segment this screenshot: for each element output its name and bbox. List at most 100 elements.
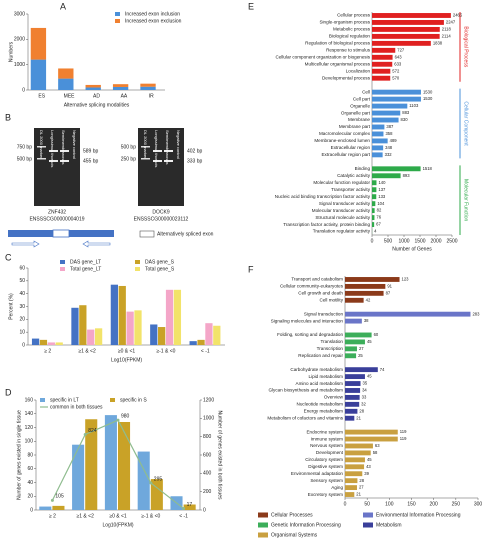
y2-tick-label: 800 <box>203 434 212 440</box>
bar <box>85 87 101 90</box>
value-label: 119 <box>400 429 407 434</box>
value-label: 893 <box>403 173 411 178</box>
bar <box>345 408 358 414</box>
bar <box>94 328 103 345</box>
category-label: Translation <box>320 339 343 344</box>
bar <box>197 339 205 345</box>
bar <box>372 138 388 144</box>
category-label: Environmental adaptation <box>291 471 344 476</box>
bar <box>372 194 377 200</box>
category-label: Translation regulator activity <box>313 229 371 234</box>
category-label: Nucleotide metabolism <box>297 402 344 407</box>
bar <box>345 318 362 324</box>
bar <box>140 83 156 87</box>
x-tick-label: ≥1 & <2 <box>77 513 95 519</box>
bar <box>158 327 166 345</box>
x-tick-label: 1500 <box>414 238 425 244</box>
bar <box>205 323 213 345</box>
value-label: 633 <box>394 61 402 66</box>
value-label: 123 <box>402 277 410 282</box>
legend-swatch <box>115 19 120 23</box>
panel-label: D <box>5 387 12 397</box>
gel-band <box>164 160 173 162</box>
lane-label: DL 2000 marker <box>143 130 148 159</box>
category-label: Developmental process <box>322 75 371 80</box>
panel-label: F <box>248 264 254 274</box>
category-label: Excretory system <box>308 492 343 497</box>
category-label: Transporter activity <box>331 187 371 192</box>
category-label: Localization <box>346 68 371 73</box>
value-label: 387 <box>386 124 394 129</box>
group-label: Molecular Function <box>463 179 469 221</box>
y-tick-label: 140 <box>25 411 34 417</box>
value-label: 58 <box>373 450 378 455</box>
value-label: 1530 <box>423 89 433 94</box>
exon <box>69 230 114 237</box>
group-label: Biological Process <box>463 26 469 67</box>
panel-label: B <box>5 112 11 122</box>
band-label: 455 bp <box>83 158 99 164</box>
category-label: Regulation of biological process <box>305 41 371 46</box>
value-label: 43 <box>366 464 371 469</box>
value-label: 2465 <box>453 13 463 18</box>
value-label: 28 <box>359 408 364 413</box>
bar <box>85 419 98 510</box>
bar <box>118 285 126 345</box>
bar <box>372 124 385 130</box>
value-label: 67 <box>376 222 381 227</box>
bar <box>372 166 421 172</box>
bar <box>110 284 118 345</box>
gel-marker-band <box>141 158 150 160</box>
band-label: 589 bp <box>83 148 99 154</box>
legend-label: Total gene_LT <box>70 266 101 272</box>
value-label: 39 <box>364 471 369 476</box>
value-label: 137 <box>378 187 386 192</box>
gel-marker-band <box>141 146 150 148</box>
category-label: Cell growth and death <box>298 291 343 296</box>
y2-tick-label: 600 <box>203 452 212 458</box>
gel-band <box>153 150 162 152</box>
lane-label: DL 2000 marker <box>39 130 44 159</box>
category-label: Membrane <box>348 117 370 122</box>
lane-label: Semimembranosus <box>61 130 66 164</box>
primer-arrow <box>11 240 40 248</box>
y2-tick-label: 400 <box>203 471 212 477</box>
value-label: 91 <box>387 284 392 289</box>
bar <box>189 341 197 345</box>
category-label: Cellular community-eukaryotes <box>280 284 344 289</box>
gel-marker-band <box>37 146 46 148</box>
value-label: 45 <box>367 457 372 462</box>
legend-swatch <box>139 230 155 238</box>
legend-label: Organismal Systems <box>271 532 318 538</box>
x-tick-label: 100 <box>385 501 394 507</box>
lane-label: Longissimus thoracis <box>50 130 55 167</box>
x-tick-label: ≥0 & <1 <box>118 348 136 354</box>
value-label: 348 <box>385 145 393 150</box>
gel-band <box>60 150 69 152</box>
marker-label: 500 bp <box>17 156 33 162</box>
y-tick-label: 80 <box>27 452 33 458</box>
bar <box>30 59 47 90</box>
value-label: 572 <box>392 68 400 73</box>
value-label: 27 <box>359 485 364 490</box>
bar <box>372 215 375 221</box>
x-axis-title: Log10(FPKM) <box>102 522 133 528</box>
category-label: Replication and repair <box>298 353 343 358</box>
legend-label: Cellular Processes <box>271 512 313 518</box>
bar <box>118 422 131 510</box>
category-label: Extracellular region part <box>321 152 370 157</box>
line-marker <box>50 498 54 502</box>
data-label: 17 <box>187 502 193 508</box>
bar <box>372 61 393 67</box>
line-marker <box>149 481 153 485</box>
value-label: 133 <box>378 194 386 199</box>
value-label: 4 <box>374 229 377 234</box>
x-axis-title: Log10(FPKM) <box>111 357 142 363</box>
legend-label: Alternatively spliced exon <box>157 231 214 237</box>
value-label: 140 <box>378 180 386 185</box>
value-label: 830 <box>401 117 409 122</box>
category-label: Immune system <box>311 436 344 441</box>
x-tick-label: 500 <box>384 238 393 244</box>
category-label: Membrane-enclosed lumen <box>314 138 370 143</box>
y-tick-label: 30 <box>19 304 25 310</box>
